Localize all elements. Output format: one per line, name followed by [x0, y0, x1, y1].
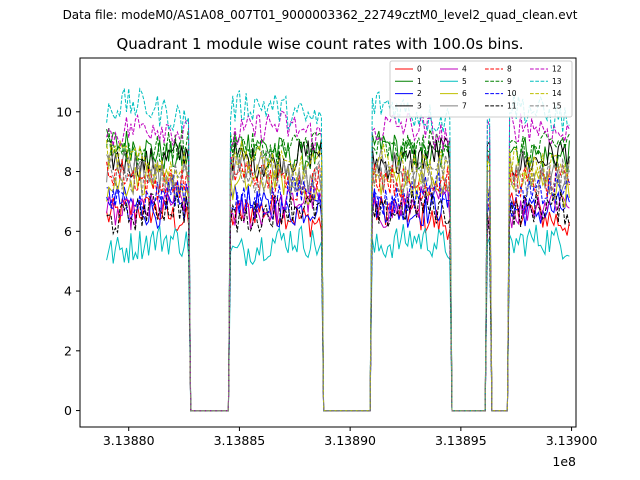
legend-label-13: 13 — [552, 77, 562, 86]
legend-label-10: 10 — [507, 89, 517, 98]
legend-label-11: 11 — [507, 101, 517, 110]
legend-label-8: 8 — [507, 65, 512, 74]
x-tick-label: 3.13895 — [435, 433, 487, 448]
plot-frame — [79, 57, 577, 428]
y-tick-label: 6 — [64, 224, 72, 239]
legend-label-2: 2 — [417, 89, 422, 98]
y-tick-label: 0 — [64, 403, 72, 418]
x-offset-label: 1e8 — [552, 454, 576, 469]
legend-label-14: 14 — [552, 89, 562, 98]
legend-label-0: 0 — [417, 65, 422, 74]
legend-label-12: 12 — [552, 65, 562, 74]
legend-label-9: 9 — [507, 77, 512, 86]
legend-box — [389, 60, 573, 118]
y-tick-label: 2 — [64, 343, 72, 358]
series-line-13 — [106, 87, 570, 412]
series-layer — [106, 87, 570, 412]
legend-label-15: 15 — [552, 101, 562, 110]
x-tick-label: 3.13900 — [546, 433, 598, 448]
data-file-label: Data file: modeM0/AS1A08_007T01_90000033… — [62, 8, 578, 22]
chart-title: Quadrant 1 module wise count rates with … — [116, 35, 524, 53]
legend-label-7: 7 — [462, 101, 467, 110]
series-line-10 — [106, 172, 570, 412]
series-line-15 — [106, 154, 570, 412]
series-line-11 — [106, 190, 570, 412]
x-tick-label: 3.13890 — [324, 433, 376, 448]
x-tick-label: 3.13880 — [103, 433, 155, 448]
series-line-2 — [106, 184, 570, 412]
series-line-12 — [106, 110, 570, 412]
legend-label-6: 6 — [462, 89, 467, 98]
series-line-5 — [106, 224, 570, 412]
axes-layer: 3.13880 3.13885 3.13890 3.13895 3.13900 0 2 4 6 8… — [56, 104, 597, 469]
series-line-14 — [106, 140, 570, 412]
series-line-3 — [106, 137, 570, 412]
y-tick-label: 8 — [64, 164, 72, 179]
series-line-0 — [106, 192, 570, 412]
y-tick-label: 4 — [64, 284, 72, 299]
y-tick-label: 10 — [56, 104, 72, 119]
legend-label-1: 1 — [417, 77, 422, 86]
series-line-4 — [106, 184, 570, 412]
x-tick-label: 3.13885 — [214, 433, 266, 448]
series-line-7 — [106, 149, 570, 412]
legend-label-4: 4 — [462, 65, 467, 74]
legend-label-3: 3 — [417, 101, 422, 110]
legend-label-5: 5 — [462, 77, 467, 86]
